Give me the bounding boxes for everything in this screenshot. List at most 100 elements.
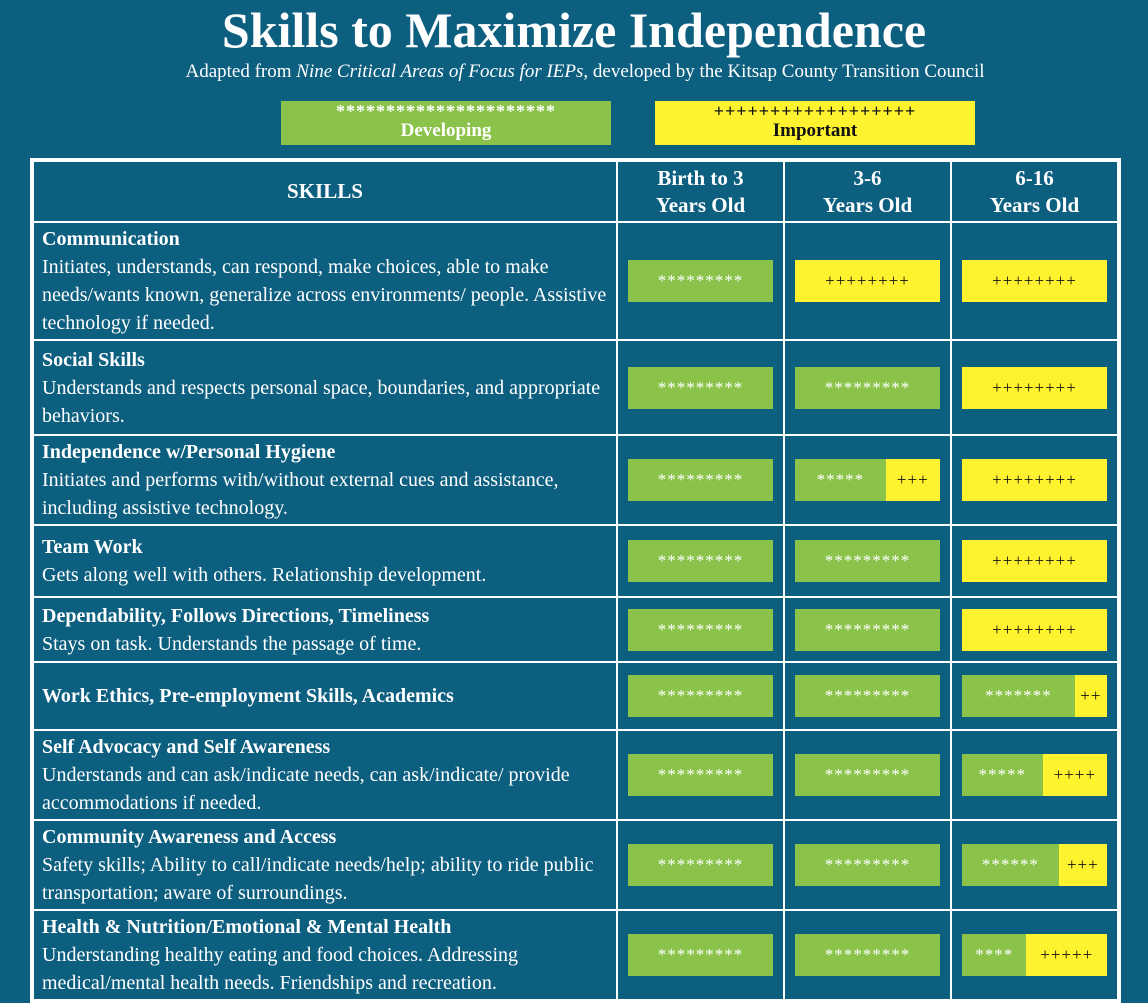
legend-developing: ********************** Developing (281, 101, 611, 145)
age-cell: ********* (616, 661, 785, 731)
rating-box: ++++++++ (962, 540, 1107, 582)
rating-important: +++ (885, 459, 940, 501)
rating-box: ********* (628, 540, 773, 582)
column-header: 3-6 Years Old (783, 159, 952, 223)
age-cell: ********* (616, 434, 785, 526)
rating-box: ********* (795, 608, 940, 651)
age-cell: ***** +++ (783, 434, 952, 526)
rating-box: ********* (628, 844, 773, 886)
rating-important: ++++++++ (962, 540, 1107, 582)
column-header-text: Years Old (822, 192, 913, 217)
column-header: SKILLS (31, 159, 618, 223)
skill-description: Stays on task. Understands the passage o… (42, 632, 422, 655)
age-cell: ********* (616, 729, 785, 821)
rating-box: ++++++++ (962, 608, 1107, 651)
age-cell: ********* (783, 524, 952, 598)
rating-box: ++++++++ (962, 260, 1107, 302)
rating-important: ++ (1074, 675, 1107, 717)
rating-box: ********* (628, 366, 773, 409)
skill-row: Team Work Gets along well with others. Re… (31, 524, 1120, 598)
rating-box: ********* (795, 540, 940, 582)
rating-developing: ********* (795, 754, 940, 796)
skill-name: Independence w/Personal Hygiene (42, 441, 336, 463)
rating-developing: ********* (628, 608, 773, 651)
age-cell: ++++++++ (950, 221, 1120, 341)
rating-important: ++++++++ (962, 366, 1107, 409)
column-header-text: Years Old (989, 192, 1080, 217)
skill-cell: Work Ethics, Pre-employment Skills, Acad… (31, 661, 618, 731)
rating-developing: ******* (962, 675, 1075, 717)
skill-cell: Independence w/Personal Hygiene Initiates… (31, 434, 618, 526)
rating-box: ********* (628, 260, 773, 302)
legend-label: Important (772, 120, 858, 141)
age-cell: ********* (783, 909, 952, 1002)
skill-description: Gets along well with others. Relationshi… (42, 564, 487, 586)
rating-box: ********* (795, 934, 940, 976)
rating-important: ++++++++ (962, 608, 1107, 651)
rating-box: ********* (795, 675, 940, 717)
rating-important: ++++++++ (795, 260, 940, 302)
rating-developing: ********* (795, 540, 940, 582)
age-cell: ********* (783, 596, 952, 663)
column-header: 6-16 Years Old (950, 159, 1120, 223)
age-cell: ********* (783, 339, 952, 436)
rating-important: ++++ (1042, 754, 1107, 796)
skill-cell: Health & Nutrition/Emotional & Mental He… (31, 909, 618, 1002)
rating-box: ++++++++ (962, 366, 1107, 409)
rating-developing: ********* (628, 934, 773, 976)
rating-developing: ********* (628, 540, 773, 582)
skill-cell: Dependability, Follows Directions, Timel… (31, 596, 618, 663)
rating-box: ********* (795, 844, 940, 886)
rating-important: +++++ (1026, 934, 1107, 976)
skill-name: Social Skills (42, 348, 145, 371)
skill-name: Community Awareness and Access (42, 826, 337, 848)
skills-table: SKILLS Birth to 3 Years Old 3-6 Years Old 6-1… (30, 158, 1121, 1003)
skill-cell: Self Advocacy and Self Awareness Understa… (31, 729, 618, 821)
column-header-text: 3-6 (853, 165, 882, 190)
age-cell: ********* (616, 819, 785, 911)
skill-row: Communication Initiates, understands, can… (31, 221, 1120, 341)
rating-box: ********* (628, 459, 773, 501)
age-cell: ********* (783, 819, 952, 911)
skill-row: Community Awareness and Access Safety ski… (31, 819, 1120, 911)
legend-important: ++++++++++++++++++ Important (655, 101, 975, 145)
age-cell: ********* (616, 221, 785, 341)
column-header: Birth to 3 Years Old (616, 159, 785, 223)
rating-box: ********* (628, 754, 773, 796)
rating-developing: ********* (628, 366, 773, 409)
rating-developing: ***** (962, 754, 1043, 796)
rating-box: ********* (628, 934, 773, 976)
legend-symbols: ********************** (336, 101, 556, 121)
skill-cell: Community Awareness and Access Safety ski… (31, 819, 618, 911)
skill-name: Work Ethics, Pre-employment Skills, Acad… (42, 685, 454, 707)
skill-name: Health & Nutrition/Emotional & Mental He… (42, 916, 452, 938)
skill-cell: Social Skills Understands and respects pe… (31, 339, 618, 436)
skill-description: Understanding healthy eating and food ch… (42, 944, 518, 994)
rating-important: +++ (1058, 844, 1107, 886)
age-cell: ********* (616, 909, 785, 1002)
column-header-text: SKILLS (287, 179, 363, 203)
age-cell: ++++++++ (950, 524, 1120, 598)
legend-symbols: ++++++++++++++++++ (713, 101, 917, 121)
column-header-text: Years Old (655, 192, 746, 217)
rating-developing: **** (962, 934, 1027, 976)
skill-row: Work Ethics, Pre-employment Skills, Acad… (31, 661, 1120, 731)
rating-developing: ****** (962, 844, 1059, 886)
title: Skills to Maximize Independence (221, 2, 927, 58)
skill-description: Understands and can ask/indicate needs, … (42, 764, 570, 814)
age-cell: ***** ++++ (950, 729, 1120, 821)
skill-row: Social Skills Understands and respects pe… (31, 339, 1120, 436)
age-cell: ******* ++ (950, 661, 1120, 731)
rating-important: ++++++++ (962, 260, 1107, 302)
rating-box: ++++++++ (795, 260, 940, 302)
rating-developing: ********* (628, 459, 773, 501)
skill-cell: Team Work Gets along well with others. Re… (31, 524, 618, 598)
legend-label: Developing (400, 120, 492, 141)
rating-developing: ********* (795, 366, 940, 409)
skill-description: Initiates and performs with/without exte… (42, 469, 559, 519)
skill-description: Understands and respects personal space,… (42, 376, 601, 427)
rating-box: ***** ++++ (962, 754, 1107, 796)
skill-name: Dependability, Follows Directions, Timel… (42, 604, 430, 627)
rating-box: ***** +++ (795, 459, 940, 501)
subtitle-source: Nine Critical Areas of Focus for IEPs (296, 61, 584, 82)
